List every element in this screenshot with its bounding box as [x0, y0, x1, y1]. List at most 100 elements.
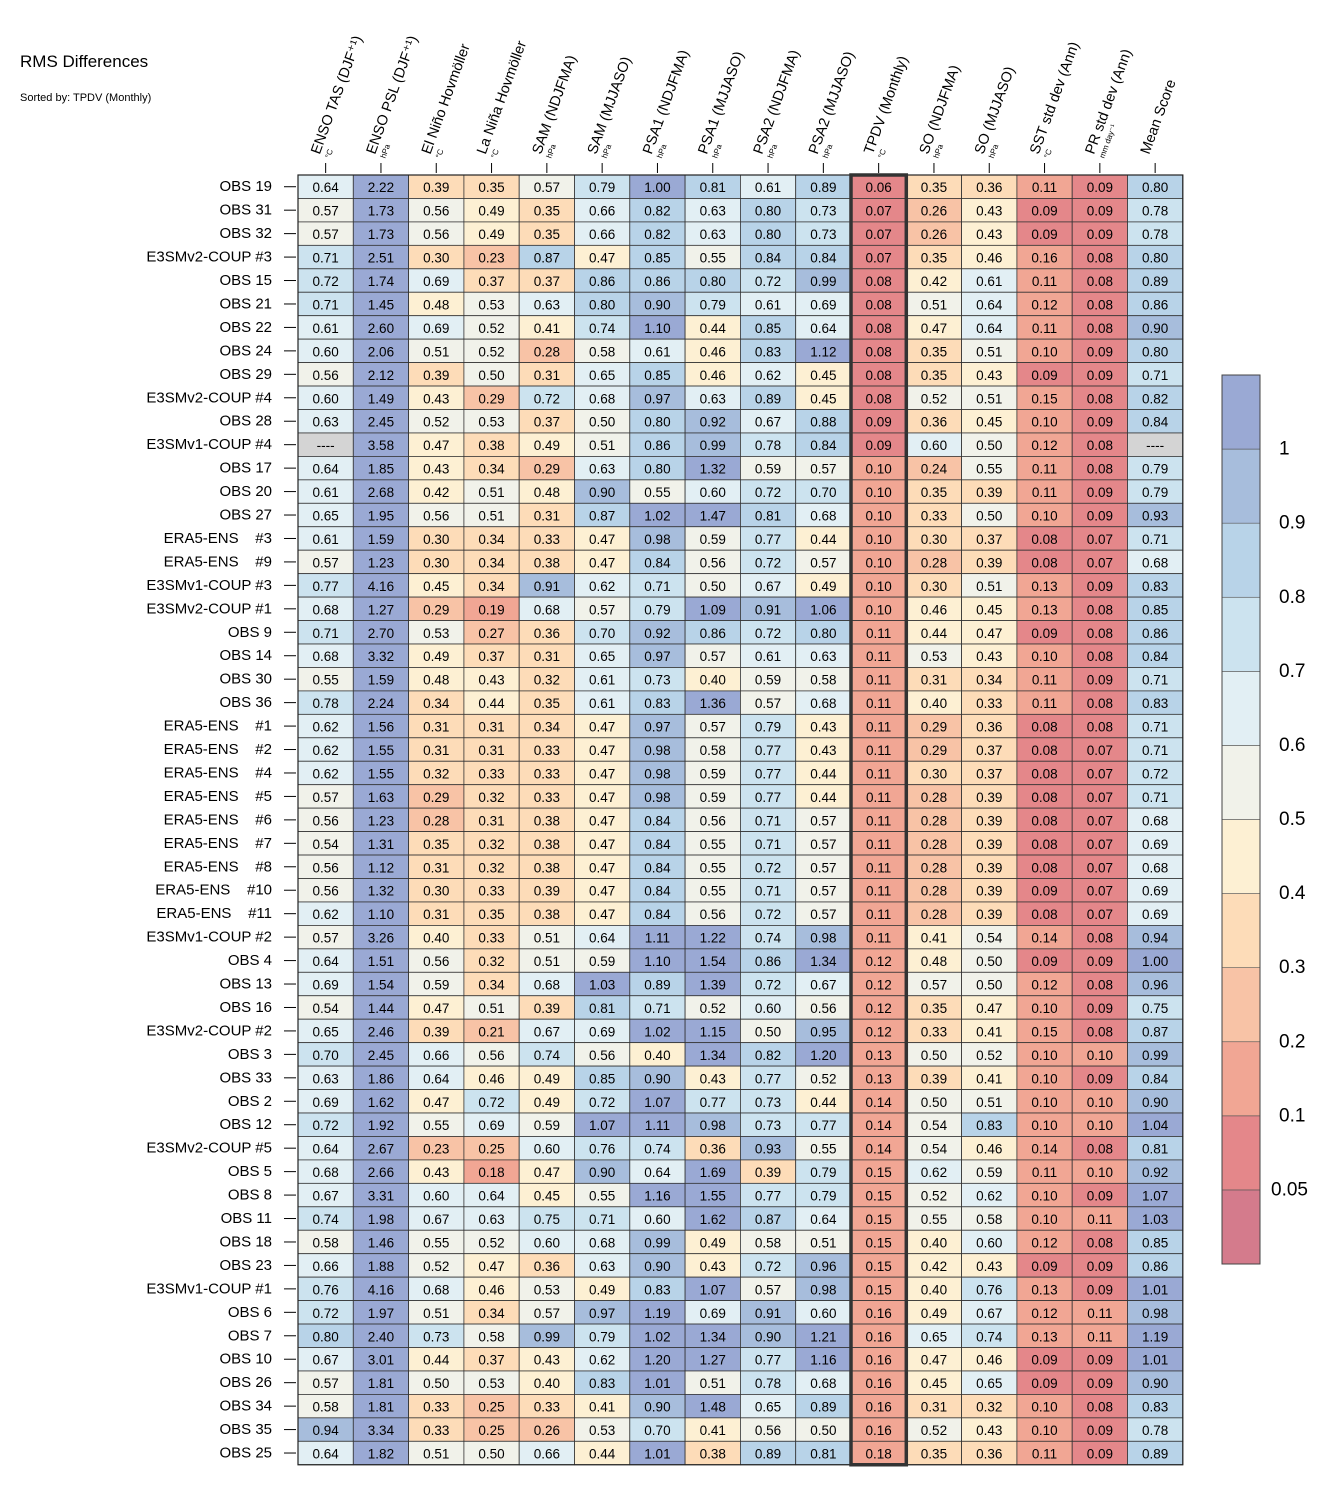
cell-value: 0.14	[866, 1118, 893, 1133]
cell-value: 0.51	[478, 485, 504, 500]
cell-value: 0.65	[976, 1376, 1002, 1391]
cell-value: 0.60	[644, 1212, 670, 1227]
cell-value: 0.39	[976, 555, 1002, 570]
chart-subtitle: Sorted by: TPDV (Monthly)	[20, 92, 152, 104]
cell-value: 0.84	[644, 555, 671, 570]
cell-value: 0.60	[423, 1189, 449, 1204]
cell-value: 0.08	[1087, 696, 1113, 711]
cell-value: 0.09	[1031, 626, 1057, 641]
cell-value: 0.07	[866, 227, 892, 242]
cell-value: 0.10	[1031, 1095, 1057, 1110]
cell-value: 0.69	[700, 1306, 726, 1321]
cell-value: 0.50	[921, 1048, 947, 1063]
cell-value: 0.07	[866, 204, 892, 219]
cell-value: 0.68	[1142, 860, 1168, 875]
cell-value: 0.47	[478, 1259, 504, 1274]
cell-value: 0.13	[1031, 1329, 1057, 1344]
cell-value: 0.31	[534, 509, 560, 524]
cell-value: 0.08	[1031, 813, 1057, 828]
cell-value: 0.69	[423, 321, 449, 336]
row-label: OBS 3	[228, 1046, 272, 1063]
cell-value: 1.98	[368, 1212, 394, 1227]
cell-value: 0.62	[589, 579, 615, 594]
cell-value: 0.15	[866, 1189, 892, 1204]
cell-value: 0.97	[589, 1306, 615, 1321]
cell-value: 0.10	[866, 485, 892, 500]
cell-value: 0.31	[478, 813, 504, 828]
column-header: TPDV (Monthly)°C	[861, 54, 911, 160]
cell-value: 0.09	[1087, 673, 1113, 688]
cell-value: 1.23	[368, 813, 394, 828]
cell-value: 1.86	[368, 1071, 394, 1086]
row-label: E3SMv2-COUP #5	[146, 1140, 272, 1157]
cell-value: 0.33	[534, 743, 560, 758]
cell-value: 0.36	[976, 720, 1002, 735]
cell-value: 0.64	[313, 1447, 340, 1462]
cell-value: 1.45	[368, 297, 394, 312]
cell-value: 1.81	[368, 1400, 394, 1415]
cell-value: 0.56	[423, 509, 449, 524]
cell-value: 0.79	[1142, 462, 1168, 477]
cell-value: 0.89	[810, 1400, 836, 1415]
cell-value: 0.71	[644, 579, 670, 594]
cell-value: 0.09	[1031, 227, 1057, 242]
cell-value: 0.84	[810, 251, 837, 266]
cell-value: 0.10	[1031, 1048, 1057, 1063]
cell-value: 0.69	[1142, 837, 1168, 852]
colorbar-segment	[1221, 1041, 1261, 1117]
cell-value: 2.67	[368, 1142, 394, 1157]
cell-value: 0.16	[1031, 251, 1057, 266]
cell-value: 0.07	[1087, 813, 1113, 828]
cell-value: 0.08	[1087, 462, 1113, 477]
cell-value: 0.91	[755, 602, 781, 617]
cell-value: 0.78	[755, 438, 781, 453]
cell-value: 0.56	[589, 1048, 615, 1063]
cell-value: 0.64	[313, 1142, 340, 1157]
cell-value: 0.90	[644, 1259, 670, 1274]
cell-value: 0.81	[810, 1447, 836, 1462]
row-label: ERA5-ENS #1	[164, 718, 272, 735]
cell-value: 0.58	[810, 673, 836, 688]
cell-value: 0.50	[976, 509, 1002, 524]
cell-value: 1.23	[368, 555, 394, 570]
cell-value: 0.32	[478, 860, 504, 875]
cell-value: 1.11	[645, 1118, 670, 1133]
cell-value: 0.71	[1142, 673, 1168, 688]
cell-value: 0.39	[921, 1071, 947, 1086]
row-label: ERA5-ENS #11	[156, 905, 272, 922]
cell-value: 0.61	[589, 673, 615, 688]
column-header: PSA1 (MJJASO)hPa	[695, 49, 747, 159]
cell-value: 0.51	[810, 1235, 836, 1250]
cell-value: 0.94	[1142, 931, 1169, 946]
cell-value: 0.47	[534, 1165, 560, 1180]
cell-value: 0.54	[921, 1118, 948, 1133]
cell-value: 0.29	[921, 720, 947, 735]
cell-value: 0.41	[921, 931, 947, 946]
cell-value: 0.83	[1142, 579, 1168, 594]
cell-value: 1.73	[368, 204, 394, 219]
column-header: SST std dev (Ann)°C	[1027, 40, 1082, 160]
row-label: OBS 19	[219, 178, 272, 195]
cell-value: 0.08	[1031, 532, 1057, 547]
cell-value: 2.06	[368, 344, 394, 359]
cell-value: 0.74	[589, 321, 616, 336]
column-unit: °C	[434, 148, 446, 160]
cell-value: 0.78	[1142, 227, 1168, 242]
cell-value: 0.56	[313, 860, 339, 875]
cell-value: 0.50	[810, 1423, 836, 1438]
cell-value: 0.15	[866, 1282, 892, 1297]
cell-value: 0.73	[423, 1329, 449, 1344]
cell-value: 1.19	[644, 1306, 670, 1321]
cell-value: 2.68	[368, 485, 394, 500]
column-unit: °C	[876, 148, 888, 160]
cell-value: 1.07	[589, 1118, 615, 1133]
cell-value: 0.58	[700, 743, 726, 758]
cell-value: 0.63	[478, 1212, 504, 1227]
cell-value: 0.50	[921, 1095, 947, 1110]
cell-value: 0.11	[1032, 462, 1057, 477]
column-label: PSA1 (MJJASO)	[695, 49, 747, 156]
row-label: OBS 17	[219, 460, 272, 477]
cell-value: 0.73	[810, 227, 836, 242]
cell-value: 0.35	[921, 1001, 947, 1016]
cell-value: 0.72	[478, 1095, 504, 1110]
